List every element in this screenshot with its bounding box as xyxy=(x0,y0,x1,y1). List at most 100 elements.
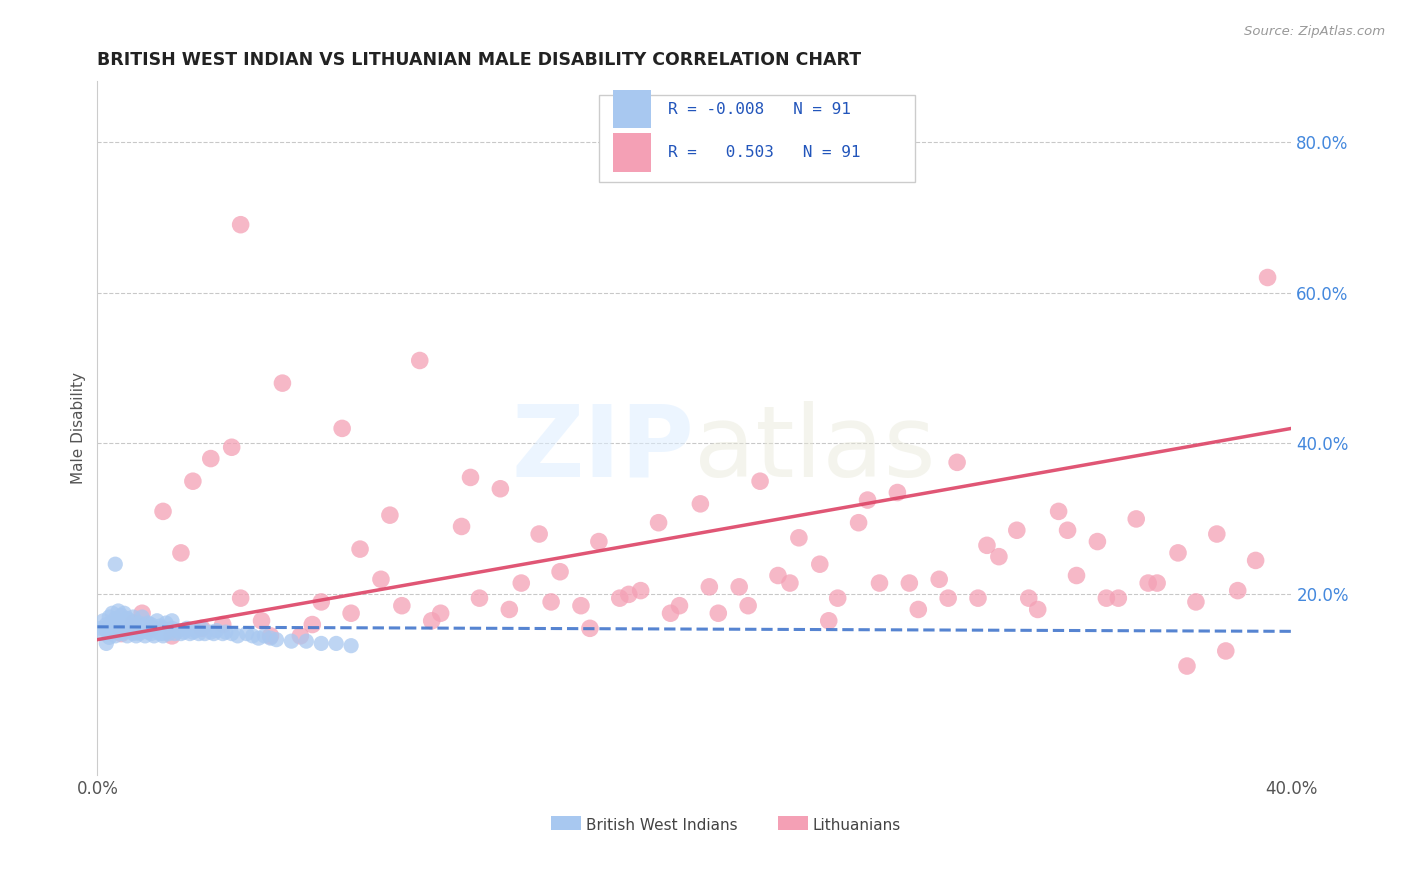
Point xyxy=(266,632,288,647)
Point xyxy=(215,625,238,640)
Point xyxy=(1047,504,1070,518)
Point xyxy=(707,606,730,620)
Point xyxy=(146,624,169,638)
FancyBboxPatch shape xyxy=(551,816,581,830)
Point xyxy=(107,614,129,628)
Point xyxy=(163,626,186,640)
Point xyxy=(112,606,135,620)
Point xyxy=(689,497,711,511)
FancyBboxPatch shape xyxy=(613,90,651,128)
Point xyxy=(160,614,183,628)
Point xyxy=(936,591,959,606)
Point xyxy=(170,626,193,640)
Point xyxy=(110,626,132,640)
Point xyxy=(498,602,520,616)
Point xyxy=(167,624,190,638)
Point xyxy=(184,624,207,638)
Point xyxy=(98,619,121,633)
Point xyxy=(139,621,162,635)
Point xyxy=(630,583,652,598)
Point xyxy=(229,591,252,606)
Point xyxy=(295,634,318,648)
Point xyxy=(848,516,870,530)
Text: Source: ZipAtlas.com: Source: ZipAtlas.com xyxy=(1244,25,1385,38)
Point xyxy=(143,629,166,643)
Point xyxy=(749,474,772,488)
Point xyxy=(115,617,138,632)
Point xyxy=(128,626,150,640)
Point xyxy=(91,614,114,628)
Point xyxy=(898,576,921,591)
Point xyxy=(659,606,682,620)
Point xyxy=(134,629,156,643)
Point xyxy=(211,617,233,632)
Point xyxy=(120,624,142,638)
Point xyxy=(1185,595,1208,609)
Point xyxy=(886,485,908,500)
Point xyxy=(1125,512,1147,526)
Point xyxy=(134,619,156,633)
Point xyxy=(101,615,124,630)
Point xyxy=(1005,523,1028,537)
Point xyxy=(1137,576,1160,591)
Point xyxy=(468,591,491,606)
Point xyxy=(527,527,550,541)
Point xyxy=(187,626,209,640)
Point xyxy=(946,455,969,469)
Point xyxy=(588,534,610,549)
Point xyxy=(96,636,118,650)
Point xyxy=(325,636,347,650)
Point xyxy=(668,599,690,613)
Point xyxy=(155,615,177,630)
Point xyxy=(647,516,669,530)
Point xyxy=(115,629,138,643)
Point xyxy=(987,549,1010,564)
Point xyxy=(1244,553,1267,567)
Point xyxy=(96,624,118,638)
Point xyxy=(330,421,353,435)
Point xyxy=(136,625,159,640)
Point xyxy=(107,604,129,618)
Point xyxy=(155,625,177,640)
Point xyxy=(139,621,162,635)
Point xyxy=(808,558,831,572)
Point xyxy=(139,626,162,640)
Point xyxy=(827,591,849,606)
Point xyxy=(242,629,264,643)
Point xyxy=(149,626,172,640)
Point xyxy=(128,625,150,640)
Point xyxy=(122,610,145,624)
Point xyxy=(101,625,124,640)
Point xyxy=(409,353,432,368)
FancyBboxPatch shape xyxy=(599,95,915,182)
Point xyxy=(928,572,950,586)
Point xyxy=(143,621,166,635)
Point xyxy=(450,519,472,533)
Point xyxy=(229,218,252,232)
Point xyxy=(766,568,789,582)
Point xyxy=(349,542,371,557)
Point xyxy=(1018,591,1040,606)
Point xyxy=(787,531,810,545)
Point xyxy=(152,626,174,640)
Point xyxy=(110,608,132,623)
Point xyxy=(176,621,198,635)
Point xyxy=(247,631,270,645)
Text: British West Indians: British West Indians xyxy=(585,818,737,833)
Point xyxy=(609,591,631,606)
Text: R = -0.008   N = 91: R = -0.008 N = 91 xyxy=(668,102,851,117)
Point xyxy=(115,611,138,625)
Point xyxy=(191,621,214,635)
Point xyxy=(128,615,150,630)
Point xyxy=(131,619,153,633)
Point xyxy=(779,576,801,591)
Point xyxy=(122,626,145,640)
Point xyxy=(200,625,222,640)
Point xyxy=(131,606,153,620)
Point xyxy=(309,636,332,650)
Point xyxy=(221,440,243,454)
Point xyxy=(429,606,451,620)
Point xyxy=(194,626,217,640)
Point xyxy=(160,621,183,635)
Point xyxy=(569,599,592,613)
